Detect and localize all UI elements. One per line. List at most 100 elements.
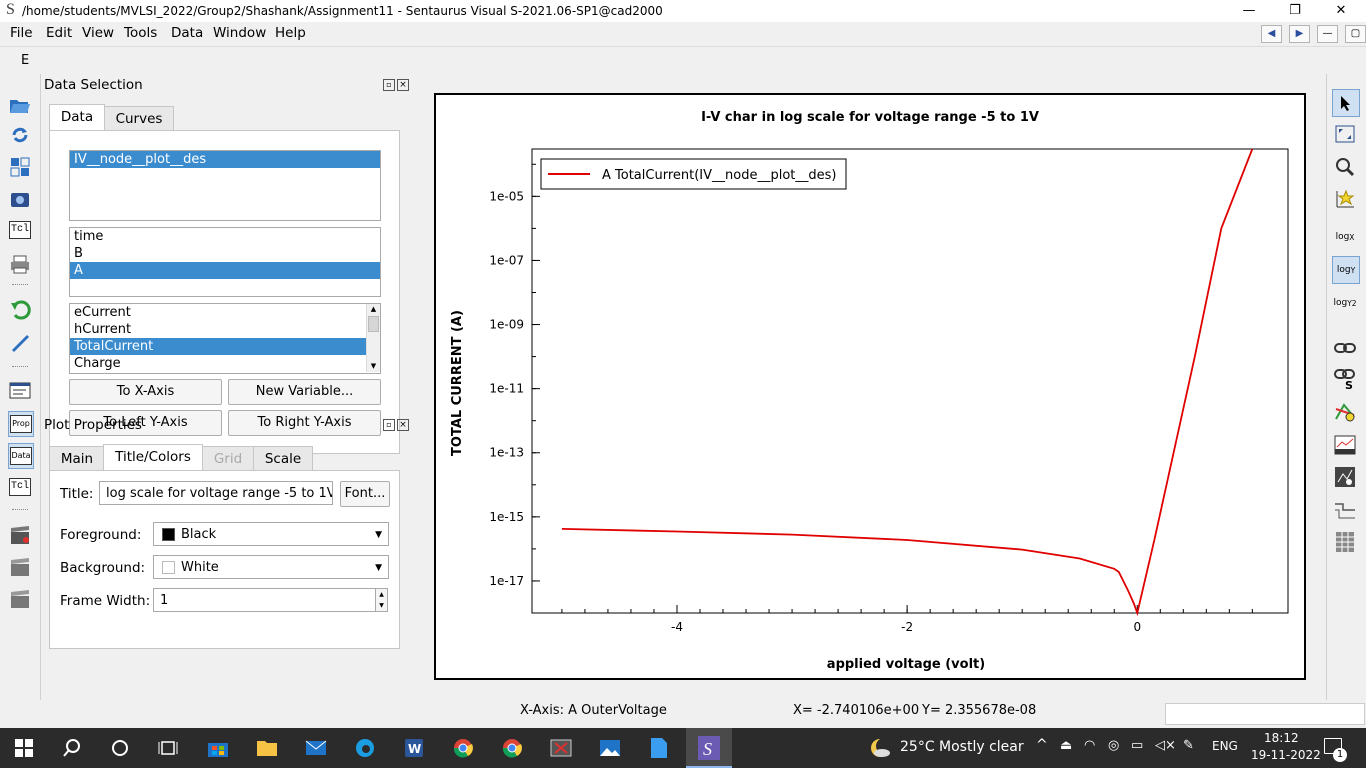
- minimize-button[interactable]: —: [1242, 3, 1256, 18]
- tcl-script-icon[interactable]: Tcl: [8, 218, 32, 242]
- document-icon[interactable]: [645, 734, 673, 762]
- tab-title-colors[interactable]: Title/Colors: [103, 444, 203, 471]
- tab-curves[interactable]: Curves: [104, 106, 174, 131]
- mail-icon[interactable]: [302, 734, 330, 762]
- menu-window[interactable]: Window: [213, 25, 267, 41]
- meet-icon[interactable]: ◎: [1108, 738, 1120, 753]
- menu-data[interactable]: Data: [171, 25, 204, 41]
- clock-time[interactable]: 18:12: [1264, 731, 1299, 745]
- edge-browser-icon[interactable]: [351, 734, 379, 762]
- log-x-icon[interactable]: log X: [1335, 232, 1355, 242]
- list-item[interactable]: time: [74, 229, 104, 244]
- to-left-y-axis-button[interactable]: To Left Y-Axis: [69, 410, 222, 436]
- speaker-muted-icon[interactable]: ◁×: [1155, 738, 1176, 753]
- chrome-icon[interactable]: [498, 734, 526, 762]
- maximize-doc-icon[interactable]: ▢: [1345, 25, 1366, 43]
- open-folder-icon[interactable]: [8, 93, 32, 117]
- next-arrow-icon[interactable]: ▶: [1289, 25, 1310, 43]
- wifi-icon[interactable]: ◠: [1084, 738, 1096, 753]
- font-button[interactable]: Font...: [340, 481, 390, 507]
- background-select[interactable]: White ▼: [153, 555, 389, 579]
- close-panel-icon[interactable]: ×: [397, 79, 409, 91]
- foreground-select[interactable]: Black ▼: [153, 522, 389, 546]
- restore-button[interactable]: ❐: [1289, 3, 1301, 18]
- scroll-down-icon[interactable]: ▼: [370, 362, 377, 370]
- menu-tools[interactable]: Tools: [124, 25, 158, 41]
- title-input[interactable]: log scale for voltage range -5 to 1V: [99, 481, 333, 505]
- dataset-list[interactable]: IV__node__plot__des: [69, 150, 381, 221]
- menu-edit[interactable]: Edit: [46, 25, 73, 41]
- list-item[interactable]: Charge: [74, 356, 121, 371]
- windows-start-icon[interactable]: [10, 734, 38, 762]
- store-icon[interactable]: [204, 734, 232, 762]
- word-icon[interactable]: W: [400, 734, 428, 762]
- close-panel-icon[interactable]: ×: [397, 419, 409, 431]
- to-x-axis-button[interactable]: To X-Axis: [69, 379, 222, 405]
- file-explorer-icon[interactable]: [253, 734, 281, 762]
- usb-icon[interactable]: ⏏: [1060, 738, 1073, 753]
- variable-list[interactable]: eCurrent hCurrent TotalCurrent Charge ▲ …: [69, 303, 381, 374]
- snipping-tool-icon[interactable]: [547, 734, 575, 762]
- sentaurus-visual-task-icon[interactable]: S: [686, 728, 732, 768]
- camera-icon[interactable]: [8, 187, 32, 211]
- plot-properties-toggle[interactable]: Prop: [8, 411, 34, 437]
- layout-icon[interactable]: [8, 155, 32, 179]
- minimize-doc-icon[interactable]: —: [1317, 25, 1338, 43]
- curve-settings-icon[interactable]: [1332, 399, 1358, 425]
- group-list[interactable]: time B A: [69, 227, 381, 297]
- movie-record-icon[interactable]: [8, 523, 32, 547]
- iv-chart[interactable]: I-V char in log scale for voltage range …: [436, 95, 1304, 678]
- close-button[interactable]: ✕: [1335, 3, 1347, 18]
- frame-width-input[interactable]: 1: [153, 588, 376, 612]
- tcl-console-icon[interactable]: Tcl: [8, 475, 32, 499]
- float-panel-icon[interactable]: ▫: [383, 419, 395, 431]
- log-y-icon[interactable]: log Y: [1332, 256, 1360, 284]
- select-pointer-icon[interactable]: [1332, 89, 1360, 117]
- weather-text[interactable]: 25°C Mostly clear: [900, 739, 1024, 755]
- plot-area[interactable]: I-V char in log scale for voltage range …: [434, 93, 1306, 680]
- star-marker-icon[interactable]: [1332, 186, 1358, 212]
- zoom-icon[interactable]: [1332, 154, 1358, 180]
- previous-arrow-icon[interactable]: ◀: [1261, 25, 1282, 43]
- fit-view-icon[interactable]: [1332, 121, 1358, 147]
- movie-export-icon[interactable]: [8, 587, 32, 611]
- step-line-icon[interactable]: [1332, 497, 1358, 523]
- tab-data[interactable]: Data: [49, 104, 105, 131]
- measure-icon[interactable]: [1332, 464, 1358, 490]
- link-s-icon[interactable]: S: [1332, 366, 1358, 392]
- undo-icon[interactable]: [8, 298, 32, 322]
- tab-scale[interactable]: Scale: [253, 446, 313, 471]
- list-item[interactable]: IV__node__plot__des: [70, 151, 380, 168]
- table-icon[interactable]: [1332, 529, 1358, 555]
- language-indicator[interactable]: ENG: [1212, 739, 1238, 753]
- list-item[interactable]: eCurrent: [74, 305, 131, 320]
- tab-main[interactable]: Main: [49, 446, 105, 471]
- float-panel-icon[interactable]: ▫: [383, 79, 395, 91]
- to-right-y-axis-button[interactable]: To Right Y-Axis: [228, 410, 381, 436]
- new-variable-button[interactable]: New Variable...: [228, 379, 381, 405]
- chevron-up-icon[interactable]: ^: [1036, 737, 1048, 753]
- print-icon[interactable]: [8, 252, 32, 276]
- scroll-up-icon[interactable]: ▲: [370, 305, 377, 313]
- task-view-icon[interactable]: [154, 734, 182, 762]
- list-item[interactable]: hCurrent: [74, 322, 132, 337]
- pen-workspace-icon[interactable]: ✎: [1183, 738, 1194, 753]
- list-item[interactable]: A: [70, 262, 380, 279]
- movie-icon[interactable]: [8, 555, 32, 579]
- scroll-thumb[interactable]: [368, 316, 379, 332]
- chrome-profile-icon[interactable]: [449, 734, 477, 762]
- battery-icon[interactable]: ▭: [1131, 738, 1144, 753]
- pen-icon[interactable]: [8, 330, 32, 354]
- frame-width-stepper[interactable]: ▲ ▼: [375, 588, 388, 612]
- list-item[interactable]: B: [74, 246, 83, 261]
- clock-date[interactable]: 19-11-2022: [1251, 748, 1321, 762]
- data-selection-toggle[interactable]: Data: [8, 443, 34, 469]
- menu-view[interactable]: View: [82, 25, 115, 41]
- plot-window-icon[interactable]: [1332, 432, 1358, 458]
- console-icon[interactable]: [8, 379, 32, 403]
- menu-help[interactable]: Help: [275, 25, 306, 41]
- photos-icon[interactable]: [596, 734, 624, 762]
- cortana-icon[interactable]: [106, 734, 134, 762]
- variable-list-scrollbar[interactable]: ▲ ▼: [366, 304, 380, 372]
- search-icon[interactable]: [58, 734, 86, 762]
